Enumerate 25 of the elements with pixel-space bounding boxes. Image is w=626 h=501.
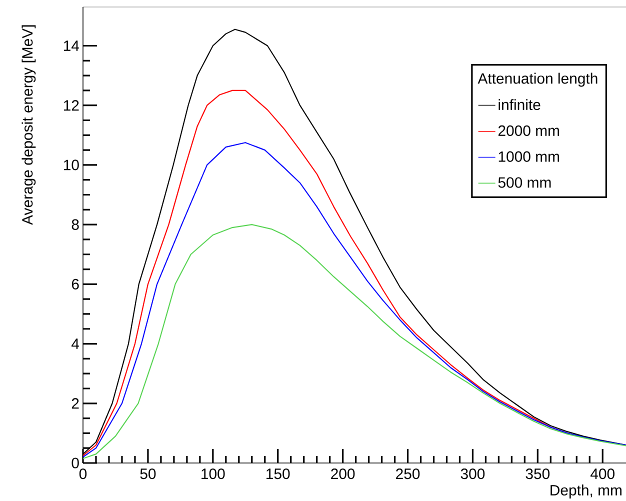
legend-label: 1000 mm xyxy=(498,151,560,162)
x-tick-label: 100 xyxy=(202,468,225,480)
x-tick-label: 400 xyxy=(590,468,614,480)
x-tick-label: 250 xyxy=(396,468,420,480)
x-tick-label: 50 xyxy=(140,468,156,480)
legend-label: infinite xyxy=(498,99,540,110)
x-tick-label: 200 xyxy=(331,468,355,480)
x-tick-label: 150 xyxy=(266,468,290,480)
y-tick-label: 10 xyxy=(64,160,79,170)
y-tick-label: 14 xyxy=(64,40,80,51)
y-tick-label: 12 xyxy=(64,100,79,111)
legend-label: 2000 mm xyxy=(498,125,560,136)
x-tick-label: 350 xyxy=(526,468,550,480)
x-axis-title: Depth, mm xyxy=(550,484,622,498)
x-tick-label: 0 xyxy=(79,468,87,480)
x-tick-label: 300 xyxy=(460,468,485,480)
y-tick-label: 8 xyxy=(72,219,79,230)
y-tick-label: 2 xyxy=(72,398,79,409)
legend-title: Attenuation length xyxy=(478,72,598,87)
line-series xyxy=(83,142,626,458)
y-axis-title: Average deposit energy [MeV] xyxy=(22,25,36,225)
y-tick-label: 4 xyxy=(72,338,80,349)
y-tick-label: 0 xyxy=(72,458,79,468)
y-tick-label: 6 xyxy=(72,278,79,290)
legend-label: 500 mm xyxy=(498,177,551,188)
